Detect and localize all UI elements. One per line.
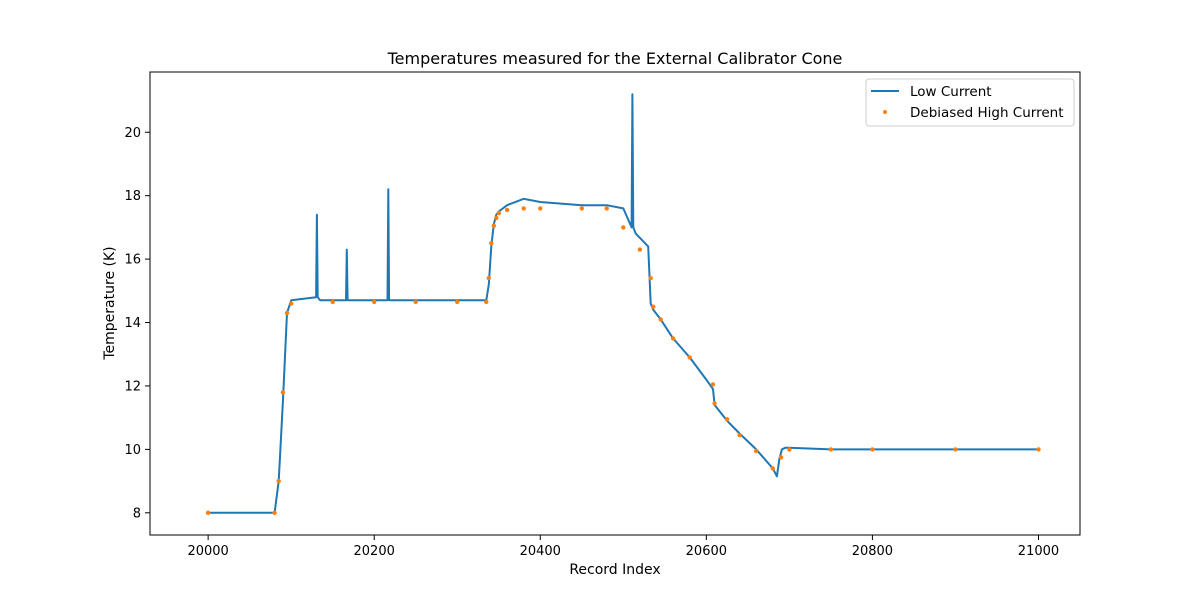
- x-tick-label: 20600: [686, 544, 727, 559]
- y-tick-label: 18: [124, 189, 141, 204]
- chart-title: Temperatures measured for the External C…: [387, 49, 843, 68]
- series-point-debiased-high-current: [496, 210, 501, 216]
- series-point-debiased-high-current: [687, 355, 692, 360]
- legend-dot-swatch: [883, 110, 887, 114]
- x-tick-label: 20000: [187, 544, 228, 559]
- legend: Low Current Debiased High Current: [865, 78, 1075, 127]
- series-point-debiased-high-current: [579, 206, 584, 211]
- y-tick-label: 14: [124, 316, 141, 331]
- series-point-debiased-high-current: [648, 275, 653, 281]
- series-point-debiased-high-current: [754, 448, 759, 454]
- series-point-debiased-high-current: [491, 223, 496, 228]
- series-point-debiased-high-current: [280, 390, 286, 395]
- axes-frame: [149, 71, 1081, 536]
- series-point-debiased-high-current: [637, 247, 643, 252]
- series-point-debiased-high-current: [284, 310, 290, 316]
- series-point-debiased-high-current: [494, 215, 499, 221]
- x-axis-label: Record Index: [569, 562, 660, 578]
- series-point-debiased-high-current: [604, 206, 609, 211]
- series-point-debiased-high-current: [372, 299, 377, 305]
- series-point-debiased-high-current: [870, 447, 875, 452]
- series-point-debiased-high-current: [828, 447, 834, 452]
- x-tick-label: 21000: [1018, 544, 1059, 559]
- x-tick-label: 20800: [852, 544, 893, 559]
- y-axis: 8 10 12 14 16 18 20: [124, 126, 150, 521]
- y-tick-label: 12: [124, 379, 141, 394]
- series-point-debiased-high-current: [521, 206, 526, 211]
- series-point-debiased-high-current: [778, 455, 784, 460]
- series-point-debiased-high-current: [504, 207, 510, 213]
- series-point-debiased-high-current: [205, 510, 211, 515]
- series-point-debiased-high-current: [289, 301, 294, 306]
- series-point-debiased-high-current: [489, 241, 494, 246]
- series-point-debiased-high-current: [670, 336, 676, 341]
- series-point-debiased-high-current: [486, 275, 491, 281]
- series-point-debiased-high-current: [712, 401, 717, 406]
- series-point-debiased-high-current: [330, 299, 335, 305]
- series-point-debiased-high-current: [272, 510, 277, 515]
- series-point-debiased-high-current: [787, 447, 792, 452]
- y-tick-label: 20: [124, 126, 141, 141]
- x-tick-label: 20200: [354, 544, 395, 559]
- y-axis-label: Temperature (K): [102, 246, 118, 360]
- series-point-debiased-high-current: [710, 382, 716, 387]
- series-point-debiased-high-current: [413, 299, 418, 305]
- legend-box: [865, 78, 1075, 127]
- series-point-debiased-high-current: [658, 317, 663, 322]
- y-tick-label: 8: [133, 506, 141, 521]
- series-point-debiased-high-current: [770, 466, 775, 471]
- series-point-debiased-high-current: [621, 225, 626, 230]
- series-point-debiased-high-current: [276, 478, 281, 484]
- x-axis: 20000 20200 20400 20600 20800 21000: [187, 535, 1059, 559]
- legend-label-debiased-high-current: Debiased High Current: [910, 105, 1064, 121]
- y-tick-label: 10: [124, 443, 141, 458]
- series-point-debiased-high-current: [724, 417, 730, 422]
- series-layer: [205, 93, 1041, 515]
- series-point-debiased-high-current: [538, 206, 543, 211]
- series-point-debiased-high-current: [737, 432, 742, 438]
- series-point-debiased-high-current: [484, 299, 489, 305]
- series-point-debiased-high-current: [1036, 447, 1041, 452]
- series-point-debiased-high-current: [455, 299, 460, 305]
- series-point-debiased-high-current: [953, 447, 958, 452]
- y-tick-label: 16: [124, 253, 141, 268]
- series-point-debiased-high-current: [651, 304, 656, 309]
- x-tick-label: 20400: [520, 544, 561, 559]
- legend-label-low-current: Low Current: [910, 84, 992, 100]
